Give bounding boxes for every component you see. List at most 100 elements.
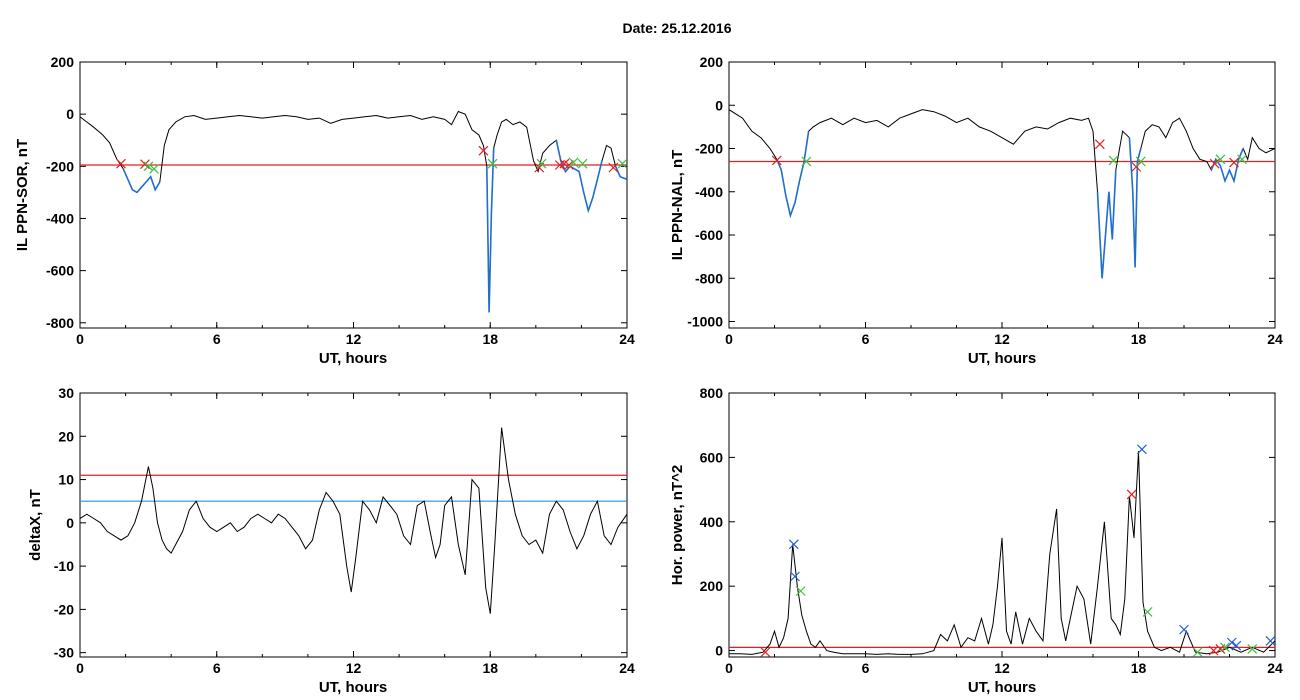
x-tick-label: 12 bbox=[994, 331, 1010, 347]
series-line bbox=[80, 427, 627, 614]
x-marker bbox=[1226, 637, 1237, 648]
highlight-segment bbox=[555, 140, 603, 214]
x-tick-label: 6 bbox=[213, 660, 221, 676]
x-tick-label: 6 bbox=[862, 660, 870, 676]
x-marker bbox=[1237, 154, 1247, 165]
y-tick-label: 0 bbox=[66, 106, 74, 122]
plot-area bbox=[80, 427, 627, 614]
panel-ppn-sor: UT, hours IL PPN-SOR, nT 0 6 12 18 24 200 0 -20… bbox=[14, 54, 635, 367]
highlight-segment bbox=[1128, 137, 1142, 268]
panel-hor-power: UT, hours Hor. power, nT^2 0 6 12 18 24 800 60… bbox=[669, 385, 1283, 696]
y-tick-label: 200 bbox=[700, 578, 724, 594]
x-marker bbox=[788, 539, 799, 550]
y-tick-label: -200 bbox=[695, 141, 723, 157]
y-tick-label: -400 bbox=[46, 210, 74, 226]
series-line bbox=[729, 109, 1275, 279]
x-tick-label: 6 bbox=[213, 331, 221, 347]
highlight-segment bbox=[1096, 170, 1117, 279]
y-tick-label: 0 bbox=[715, 97, 723, 113]
y-tick-label: -20 bbox=[54, 601, 74, 617]
x-tick-label: 0 bbox=[725, 660, 733, 676]
x-axis-label: UT, hours bbox=[968, 679, 1036, 696]
x-axis-label: UT, hours bbox=[319, 679, 387, 696]
x-marker bbox=[1094, 139, 1105, 150]
plot-area bbox=[729, 444, 1275, 657]
x-tick-label: 18 bbox=[482, 331, 498, 347]
plot-frame bbox=[728, 392, 1276, 658]
x-tick-label: 12 bbox=[346, 331, 362, 347]
plot-area bbox=[80, 110, 627, 313]
series-line bbox=[80, 110, 627, 313]
panel-deltax: UT, hours deltaX, nT 0 6 12 18 24 30 20 10 0 -10 -… bbox=[27, 385, 635, 696]
x-marker bbox=[487, 158, 498, 169]
x-marker bbox=[617, 158, 627, 169]
x-tick-label: 12 bbox=[346, 660, 362, 676]
x-marker bbox=[1179, 624, 1189, 635]
x-marker bbox=[1231, 640, 1242, 651]
x-marker bbox=[1229, 157, 1239, 168]
plot-area bbox=[729, 109, 1275, 279]
highlight-segment bbox=[776, 131, 810, 219]
panel-ppn-nal: UT, hours IL PPN-NAL, nT 0 6 12 18 24 200 0 -20… bbox=[669, 54, 1283, 367]
x-marker bbox=[577, 158, 588, 169]
plot-frame bbox=[728, 61, 1276, 329]
y-tick-label: 0 bbox=[66, 515, 74, 531]
y-tick-label: 200 bbox=[51, 54, 75, 70]
x-marker bbox=[608, 162, 619, 173]
x-marker bbox=[1142, 607, 1153, 617]
y-tick-label: -10 bbox=[54, 558, 74, 574]
x-axis-label: UT, hours bbox=[319, 350, 387, 367]
y-tick-label: -600 bbox=[695, 227, 723, 243]
x-tick-label: 18 bbox=[482, 660, 498, 676]
x-tick-label: 18 bbox=[1131, 660, 1147, 676]
plot-frame bbox=[79, 61, 628, 329]
x-marker bbox=[1215, 154, 1226, 165]
y-tick-label: -400 bbox=[695, 184, 723, 200]
y-tick-label: 600 bbox=[700, 449, 724, 465]
x-tick-label: 24 bbox=[619, 660, 635, 676]
x-marker bbox=[1136, 444, 1147, 455]
y-tick-label: 0 bbox=[715, 643, 723, 659]
x-marker bbox=[790, 571, 800, 582]
x-marker bbox=[149, 163, 159, 174]
y-axis-label: IL PPN-SOR, nT bbox=[14, 139, 31, 251]
x-marker bbox=[116, 158, 126, 169]
highlight-segment bbox=[614, 165, 627, 181]
figure-title: Date: 25.12.2016 bbox=[623, 20, 732, 36]
x-tick-label: 24 bbox=[619, 331, 635, 347]
highlight-segment bbox=[122, 168, 161, 194]
y-tick-label: 200 bbox=[700, 54, 724, 70]
x-marker bbox=[771, 155, 782, 166]
x-marker bbox=[1135, 156, 1146, 167]
y-tick-label: 400 bbox=[700, 514, 724, 530]
x-marker bbox=[1126, 489, 1137, 500]
y-axis-label: IL PPN-NAL, nT bbox=[669, 150, 686, 261]
y-tick-label: 30 bbox=[58, 385, 74, 401]
x-marker bbox=[1209, 158, 1220, 169]
x-marker bbox=[563, 160, 574, 170]
x-marker bbox=[801, 156, 812, 167]
y-tick-label: 20 bbox=[58, 428, 74, 444]
x-tick-label: 24 bbox=[1267, 331, 1283, 347]
y-tick-label: 800 bbox=[700, 385, 724, 401]
x-tick-label: 0 bbox=[725, 331, 733, 347]
y-tick-label: -600 bbox=[46, 263, 74, 279]
x-axis-label: UT, hours bbox=[968, 350, 1036, 367]
x-marker bbox=[568, 157, 579, 168]
x-tick-label: 18 bbox=[1131, 331, 1147, 347]
x-tick-label: 12 bbox=[994, 660, 1010, 676]
x-tick-label: 24 bbox=[1267, 660, 1283, 676]
plot-frame bbox=[79, 392, 628, 658]
highlight-segment bbox=[486, 148, 495, 313]
x-marker bbox=[1265, 635, 1275, 646]
x-marker bbox=[1192, 647, 1203, 657]
y-tick-label: -200 bbox=[46, 158, 74, 174]
x-marker bbox=[143, 161, 154, 172]
series-line bbox=[729, 450, 1275, 655]
x-marker bbox=[1220, 642, 1230, 653]
x-marker bbox=[478, 145, 489, 156]
x-marker bbox=[536, 158, 547, 169]
x-marker bbox=[1131, 161, 1142, 172]
x-marker bbox=[1108, 155, 1119, 166]
x-tick-label: 0 bbox=[76, 331, 84, 347]
